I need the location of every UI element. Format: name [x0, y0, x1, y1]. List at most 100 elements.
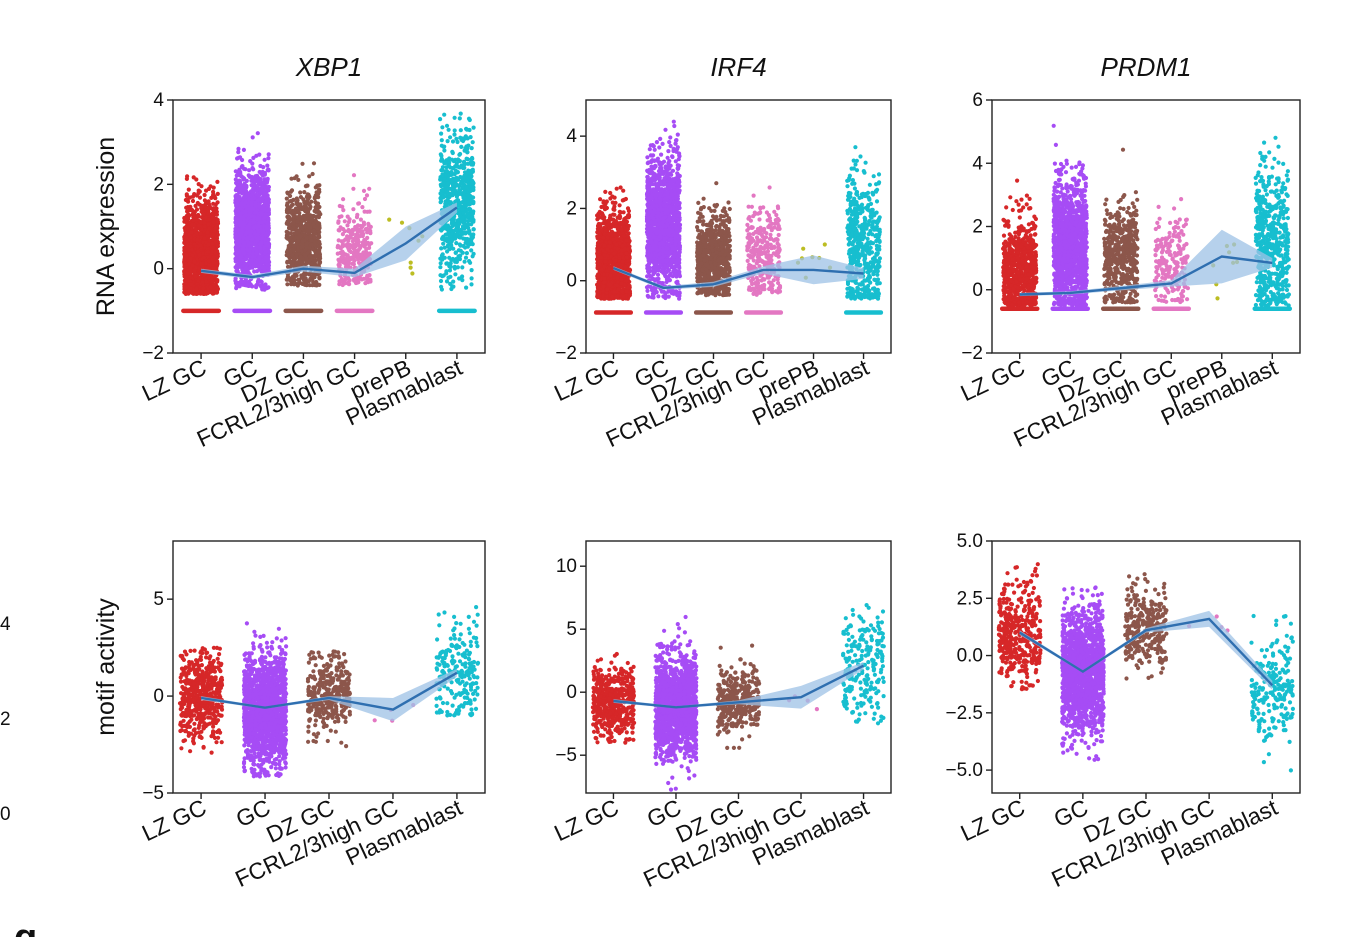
data-point	[348, 235, 353, 240]
data-point	[257, 220, 262, 225]
data-point	[193, 203, 198, 208]
data-point	[294, 230, 299, 235]
data-point	[241, 235, 246, 240]
data-point	[255, 232, 260, 237]
data-point	[206, 217, 212, 222]
data-point	[446, 163, 451, 168]
data-point	[194, 286, 199, 292]
data-point	[284, 229, 289, 234]
data-point	[294, 196, 299, 201]
data-point	[452, 128, 457, 133]
data-point	[206, 211, 211, 216]
data-point	[194, 177, 199, 182]
data-point	[251, 155, 256, 160]
data-point	[184, 235, 189, 240]
data-point	[259, 171, 264, 176]
data-point	[286, 276, 291, 281]
data-point	[313, 219, 318, 224]
data-point	[251, 220, 256, 225]
data-point	[214, 223, 220, 229]
data-point	[345, 264, 350, 269]
y-tick-label: −2	[142, 343, 164, 364]
data-point	[202, 192, 207, 198]
data-point	[455, 265, 460, 270]
data-point	[244, 230, 249, 235]
data-point	[251, 225, 256, 231]
data-point	[185, 271, 190, 276]
data-point	[252, 269, 257, 274]
data-point	[187, 261, 192, 266]
data-point	[306, 225, 311, 230]
data-point	[356, 257, 361, 262]
data-point	[470, 211, 475, 216]
data-point	[314, 205, 319, 210]
data-point	[266, 285, 271, 290]
data-point	[454, 241, 459, 246]
data-point	[263, 195, 268, 200]
data-point	[197, 189, 202, 194]
data-point	[335, 251, 340, 256]
data-point	[438, 278, 444, 284]
data-point	[357, 275, 362, 280]
data-point	[440, 165, 445, 170]
data-point	[252, 176, 257, 182]
data-point	[262, 219, 267, 224]
data-point	[308, 234, 313, 239]
data-point	[186, 288, 192, 293]
data-point	[186, 187, 191, 192]
data-point	[470, 169, 475, 174]
data-point	[439, 287, 444, 292]
data-point	[184, 176, 189, 181]
data-point	[464, 285, 469, 290]
data-point	[234, 286, 239, 291]
data-point	[206, 242, 211, 247]
data-point	[464, 251, 469, 256]
data-point	[262, 284, 267, 289]
data-point	[336, 238, 341, 243]
data-point	[296, 177, 301, 182]
data-point	[240, 225, 245, 230]
data-point	[206, 199, 211, 204]
data-point	[214, 279, 219, 284]
data-point	[450, 237, 455, 242]
data-point	[366, 223, 371, 228]
data-point	[347, 248, 352, 253]
data-point	[454, 194, 459, 199]
data-point	[410, 271, 415, 276]
data-point	[252, 196, 257, 201]
data-point	[182, 260, 187, 265]
data-point	[250, 237, 255, 242]
data-point	[459, 137, 464, 142]
data-point	[339, 255, 344, 260]
data-point	[465, 211, 470, 216]
data-point	[261, 269, 266, 274]
data-point	[313, 200, 318, 205]
data-point	[438, 265, 443, 270]
data-point	[464, 185, 469, 190]
data-point	[285, 282, 290, 287]
data-point	[237, 167, 242, 172]
data-point	[347, 278, 352, 283]
data-point	[248, 282, 253, 287]
data-point	[189, 222, 194, 228]
data-point	[197, 195, 203, 200]
data-point	[241, 177, 246, 182]
data-point	[266, 258, 271, 263]
data-point	[438, 200, 443, 205]
data-point	[233, 169, 238, 174]
data-point	[308, 276, 313, 281]
data-point	[263, 189, 268, 194]
data-point	[185, 277, 190, 282]
data-point	[340, 244, 345, 249]
data-point	[460, 265, 465, 270]
data-point	[266, 249, 271, 254]
data-point	[290, 239, 295, 244]
data-point	[461, 163, 466, 168]
data-point	[247, 168, 252, 173]
data-point	[311, 161, 317, 166]
data-point	[201, 286, 206, 291]
data-point	[211, 185, 216, 190]
data-point	[266, 208, 271, 213]
data-point	[439, 138, 444, 143]
data-point	[360, 224, 365, 229]
